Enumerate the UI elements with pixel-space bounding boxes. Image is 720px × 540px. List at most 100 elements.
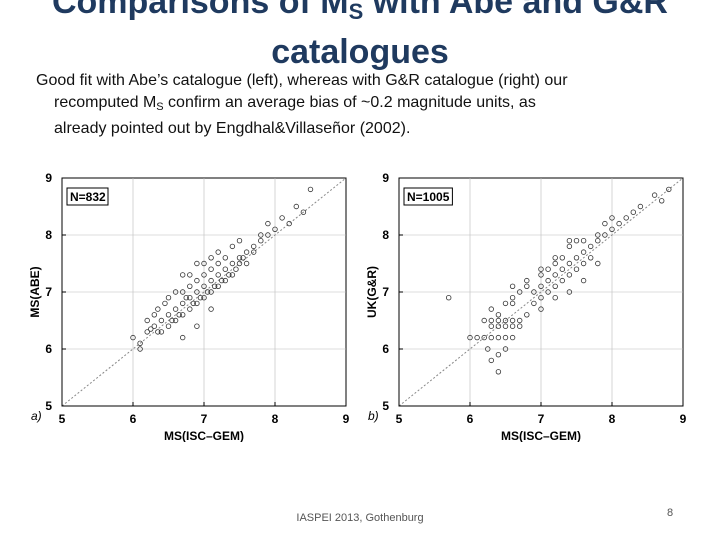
data-point [215,249,221,255]
data-point [509,317,516,324]
data-point [265,220,271,227]
data-point [509,283,516,289]
data-point [516,317,523,324]
data-point [573,237,580,244]
data-point [566,237,573,244]
data-point [300,209,307,215]
data-point [637,203,644,210]
data-point [552,272,558,278]
data-point [531,289,537,295]
data-point [233,266,239,272]
data-point [258,237,264,244]
title-line-2: catalogues [271,33,449,71]
data-point [158,329,165,335]
data-point [187,283,193,289]
data-point [609,215,615,221]
data-point [187,272,193,278]
data-point [144,329,150,335]
data-point [179,272,186,278]
data-point [516,289,523,295]
data-point [616,220,622,227]
data-point [158,317,165,324]
data-point [165,312,172,318]
data-point [502,317,509,324]
y-tick-label: 5 [45,399,52,413]
scatter-panel-right: 5 6 7 8 9 5 6 7 8 9 N=1005 MS(ISC–GEM) UK(G&R) b) [364,170,689,443]
data-point [194,277,200,284]
x-tick-label: 9 [680,412,687,426]
data-point [208,306,214,312]
body-line-3: already pointed out by Engdhal&Villaseño… [54,120,411,137]
data-point [602,220,608,227]
footer-text: IASPEI 2013, Gothenburg [296,512,424,524]
data-point [286,220,292,227]
data-point [265,232,271,238]
data-point [194,300,200,307]
data-point [580,260,587,267]
x-tick-label: 9 [343,412,350,426]
data-point [240,255,246,261]
data-point [172,306,179,312]
data-point [524,277,530,284]
data-point [229,272,236,278]
body-line-1: Good fit with Abe’s catalogue (left), wh… [36,72,568,89]
data-point [165,294,172,301]
x-tick-label: 7 [201,412,208,426]
data-point [222,277,228,284]
slide-body-text: Good fit with Abe’s catalogue (left), wh… [36,70,696,140]
data-point [179,334,186,341]
data-point [488,323,494,329]
y-tick-label: 7 [45,285,52,299]
data-point [531,300,537,307]
x-tick-label: 6 [467,412,474,426]
data-point [226,272,232,278]
data-point [502,323,509,329]
sample-count-label: N=832 [70,190,106,204]
one-to-one-line [61,177,347,407]
data-point [229,243,236,250]
data-point [545,266,551,272]
y-tick-label: 7 [382,285,389,299]
scatter-chart-left: 5 6 7 8 9 5 6 7 8 9 N=832 MS(ISC–GEM) MS(ABE) a) [28,171,350,443]
data-point [137,346,143,352]
data-point [137,340,143,346]
data-point [666,186,672,193]
data-point [538,272,544,278]
data-point [602,232,608,238]
data-point [250,243,257,250]
data-point [194,323,200,329]
data-point [151,323,157,329]
data-point [488,317,494,324]
data-point [566,289,573,295]
page-number: 8 [667,507,674,519]
y-axis-label: MS(ABE) [28,266,42,317]
data-point [509,334,516,341]
data-point [580,249,587,255]
data-point [609,226,615,232]
data-point [179,289,186,295]
data-point [502,300,509,307]
panel-label: a) [31,409,42,423]
x-tick-label: 8 [609,412,616,426]
one-to-one-line [398,177,684,407]
data-point [509,323,516,329]
data-point [201,272,207,278]
data-point [445,294,452,301]
data-point [219,277,225,284]
data-point [559,255,565,261]
data-point [559,266,565,272]
data-point [495,369,502,375]
data-point [580,237,587,244]
data-point [236,260,243,267]
data-point [179,312,186,318]
y-tick-label: 6 [45,342,52,356]
data-point [172,289,179,295]
data-point [194,260,200,267]
data-point [587,255,594,261]
data-point [162,300,168,307]
data-point [595,260,601,267]
data-point [201,260,207,267]
data-point [509,300,516,307]
data-point [187,294,193,301]
data-point [165,323,172,329]
